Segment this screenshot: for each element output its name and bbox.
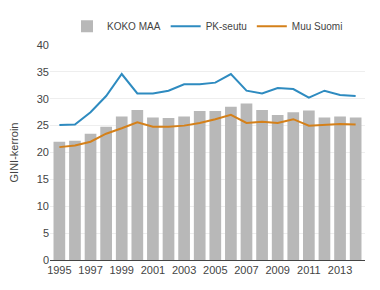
svg-text:2005: 2005 [203,264,227,276]
svg-text:35: 35 [37,66,49,78]
svg-text:GINI-kerroin: GINI-kerroin [8,123,20,183]
svg-text:PK-seutu: PK-seutu [206,21,247,32]
svg-text:10: 10 [37,200,49,212]
svg-text:30: 30 [37,93,49,105]
svg-text:2011: 2011 [297,264,321,276]
svg-text:25: 25 [37,119,49,131]
svg-text:1999: 1999 [109,264,133,276]
svg-text:5: 5 [43,227,49,239]
svg-text:2003: 2003 [172,264,196,276]
svg-text:15: 15 [37,173,49,185]
svg-text:2001: 2001 [141,264,165,276]
svg-text:1995: 1995 [47,264,71,276]
svg-text:KOKO MAA: KOKO MAA [107,21,161,32]
svg-text:2013: 2013 [328,264,352,276]
svg-text:1997: 1997 [78,264,102,276]
svg-text:20: 20 [37,146,49,158]
svg-text:0: 0 [43,254,49,266]
svg-text:40: 40 [37,39,49,51]
svg-text:2009: 2009 [265,264,289,276]
svg-text:Muu Suomi: Muu Suomi [292,21,343,32]
svg-text:2007: 2007 [234,264,258,276]
